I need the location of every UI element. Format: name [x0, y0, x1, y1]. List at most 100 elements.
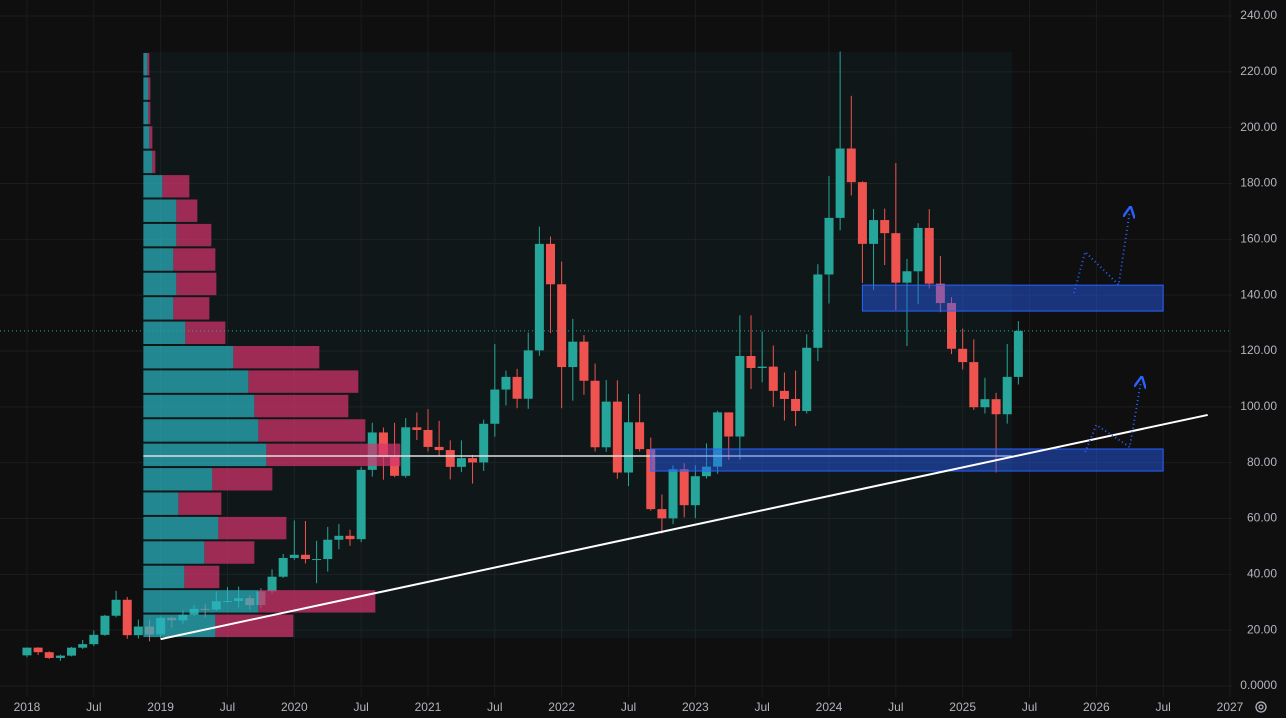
candle-body — [913, 227, 923, 272]
candle-body — [300, 554, 310, 560]
x-tick-label: 2018 — [14, 700, 41, 714]
candle-body — [813, 274, 823, 348]
volume-down-bar — [176, 199, 198, 222]
candle-body — [100, 615, 110, 635]
volume-up-bar — [143, 541, 205, 564]
volume-down-bar — [204, 541, 255, 564]
candle-body — [846, 148, 856, 183]
volume-up-bar — [143, 590, 259, 613]
volume-down-bar — [258, 590, 376, 613]
volume-down-bar — [184, 565, 220, 589]
settings-icon[interactable] — [1255, 701, 1267, 713]
candle-body — [969, 362, 979, 408]
candle-body — [947, 303, 957, 349]
volume-up-bar — [143, 443, 267, 467]
x-tick-label: 2019 — [147, 700, 174, 714]
volume-up-bar — [143, 516, 219, 540]
candle-body — [657, 509, 667, 519]
candle-body — [356, 469, 366, 540]
candle-body — [122, 599, 132, 636]
volume-down-bar — [173, 248, 216, 271]
candle-body — [902, 271, 912, 283]
candle-body — [724, 412, 734, 437]
y-tick-label: 40.00 — [1247, 567, 1277, 581]
candle-body — [434, 446, 444, 451]
candle-body — [401, 427, 411, 476]
candle-body — [390, 457, 400, 476]
candle-body — [880, 220, 890, 234]
x-tick-label: 2021 — [415, 700, 442, 714]
candle-body — [490, 389, 500, 424]
candle-body — [869, 220, 879, 244]
x-tick-label: Jul — [86, 700, 101, 714]
candle-body — [334, 535, 344, 540]
candle-body — [802, 347, 812, 412]
volume-profile-area — [143, 52, 1013, 638]
x-tick-label: 2027 — [1217, 700, 1244, 714]
candle-body — [746, 355, 756, 369]
volume-down-bar — [254, 394, 349, 418]
price-axis-panel — [1232, 0, 1286, 718]
candle-body — [668, 469, 678, 519]
candle-body — [935, 283, 945, 304]
volume-up-bar — [143, 297, 174, 320]
zone — [861, 284, 1164, 312]
x-tick-label: Jul — [754, 700, 769, 714]
x-tick-label: 2020 — [281, 700, 308, 714]
candle-body — [679, 469, 689, 506]
y-tick-label: 220.00 — [1240, 64, 1277, 78]
candle-body — [980, 399, 990, 408]
volume-down-bar — [176, 223, 212, 247]
y-tick-label: 180.00 — [1240, 176, 1277, 190]
candle-body — [423, 429, 433, 447]
volume-up-bar — [143, 101, 149, 125]
candle-body — [768, 366, 778, 391]
candle-body — [501, 376, 511, 390]
volume-down-bar — [148, 77, 151, 100]
volume-up-bar — [143, 150, 153, 174]
axes: 0.0000 20.00 40.00 60.00 80.00 100.00 120.00 14… — [14, 8, 1278, 714]
volume-down-bar — [212, 468, 273, 491]
volume-up-bar — [143, 199, 177, 222]
candle-body — [479, 423, 489, 463]
candle-body — [835, 148, 845, 218]
candle-body — [891, 233, 901, 283]
candle-body — [590, 380, 600, 448]
volume-up-bar — [143, 468, 213, 491]
volume-up-bar — [143, 272, 177, 296]
candle-body — [690, 476, 700, 506]
volume-down-bar — [258, 419, 366, 442]
candle-body — [111, 599, 121, 616]
volume-up-bar — [143, 370, 249, 393]
candle-body — [345, 535, 355, 540]
candle-body — [579, 341, 589, 381]
x-tick-label: 2025 — [949, 700, 976, 714]
candle-body — [44, 652, 54, 658]
candle-body — [89, 634, 99, 645]
x-tick-label: Jul — [353, 700, 368, 714]
y-tick-label: 100.00 — [1240, 399, 1277, 413]
zone — [650, 448, 1164, 472]
candle-body — [534, 243, 544, 351]
volume-down-bar — [152, 150, 156, 174]
y-tick-label: 0.0000 — [1240, 678, 1277, 692]
candle-body — [323, 539, 333, 560]
x-tick-label: Jul — [220, 700, 235, 714]
candle-body — [1002, 376, 1012, 415]
candle-body — [512, 376, 522, 399]
candle-body — [635, 422, 645, 450]
y-tick-label: 140.00 — [1240, 287, 1277, 301]
x-tick-label: Jul — [1022, 700, 1037, 714]
volume-up-bar — [143, 419, 259, 442]
y-tick-label: 20.00 — [1247, 622, 1277, 636]
time-axis-panel — [0, 697, 1232, 718]
volume-down-bar — [148, 101, 151, 125]
volume-up-bar — [143, 394, 255, 418]
candle-body — [289, 554, 299, 558]
plot-area — [0, 0, 1232, 697]
x-tick-label: 2026 — [1083, 700, 1110, 714]
candle-body — [33, 647, 43, 653]
candle-body — [568, 341, 578, 368]
